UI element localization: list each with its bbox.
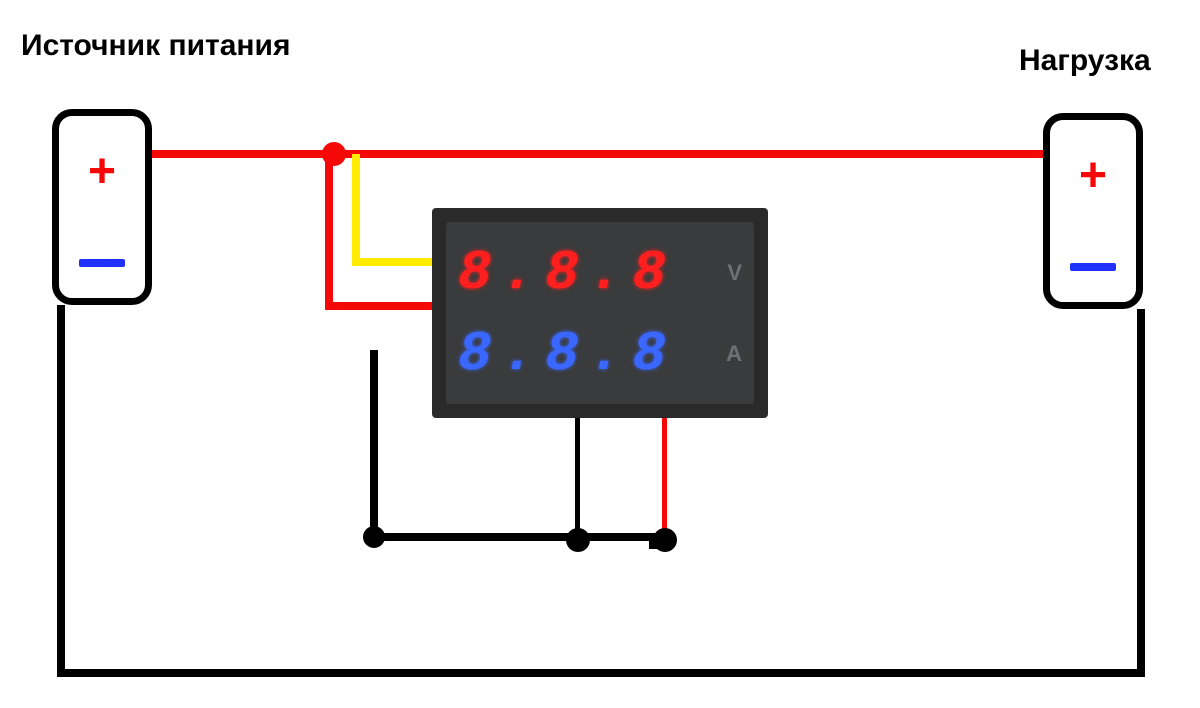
node-blk_junction_M bbox=[566, 528, 590, 552]
wire-yellow_h bbox=[352, 258, 440, 266]
source-plus-icon: + bbox=[88, 148, 116, 196]
wire-blk_src_v bbox=[57, 305, 65, 677]
wire-blk_mbox_v bbox=[370, 350, 378, 541]
source-label: Источник питания bbox=[21, 29, 290, 63]
wire-blk_load_v bbox=[1137, 309, 1145, 677]
wire-meter_lead_red bbox=[662, 418, 667, 540]
node-red_junction bbox=[322, 142, 346, 166]
node-red_junction_M bbox=[653, 528, 677, 552]
wire-blk_mbox_h bbox=[370, 533, 657, 541]
current-digits: 8.8.8 bbox=[458, 322, 676, 386]
wire-red_main bbox=[150, 150, 1045, 158]
wire-yellow_v bbox=[352, 154, 360, 266]
load-terminal: + bbox=[1043, 113, 1143, 309]
meter-screen: 8.8.8 V 8.8.8 A bbox=[446, 222, 754, 404]
wire-red_tap_v bbox=[325, 150, 333, 310]
current-row: 8.8.8 A bbox=[458, 322, 742, 386]
voltage-row: 8.8.8 V bbox=[458, 241, 742, 305]
load-plus-icon: + bbox=[1079, 152, 1107, 200]
wire-blk_bottom bbox=[57, 669, 1145, 677]
volt-amp-meter: 8.8.8 V 8.8.8 A bbox=[432, 208, 768, 418]
node-blk_junction_L bbox=[363, 526, 385, 548]
source-terminal: + bbox=[52, 109, 152, 305]
load-minus-icon bbox=[1070, 263, 1116, 271]
current-unit-icon: A bbox=[726, 341, 742, 367]
source-minus-icon bbox=[79, 259, 125, 267]
wire-meter_lead_blk bbox=[575, 418, 580, 537]
wire-red_tap_h bbox=[325, 302, 439, 310]
load-label: Нагрузка bbox=[1019, 44, 1151, 78]
voltage-digits: 8.8.8 bbox=[458, 241, 676, 305]
voltage-unit-icon: V bbox=[727, 260, 742, 286]
